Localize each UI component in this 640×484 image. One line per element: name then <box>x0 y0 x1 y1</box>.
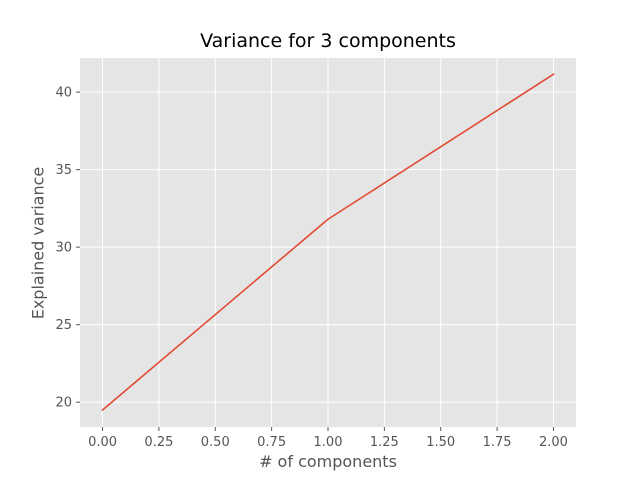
x-tick-label: 0.00 <box>88 435 117 450</box>
x-tick-label: 2.00 <box>539 435 568 450</box>
x-tick-label: 1.25 <box>370 435 399 450</box>
y-tick-label: 30 <box>55 241 72 256</box>
x-tick-label: 1.00 <box>314 435 343 450</box>
series-line-0 <box>101 73 555 412</box>
y-axis-label: Explained variance <box>28 166 48 320</box>
x-tick-label: 0.50 <box>201 435 230 450</box>
y-tick-label: 35 <box>55 163 72 178</box>
chart-title: Variance for 3 components <box>200 30 456 52</box>
y-tick-label: 25 <box>55 318 72 333</box>
x-tick-label: 0.75 <box>257 435 286 450</box>
y-tick-label: 20 <box>55 396 72 411</box>
x-tick-label: 1.75 <box>483 435 512 450</box>
x-axis-label: # of components <box>259 452 397 471</box>
x-tick-label: 1.50 <box>426 435 455 450</box>
y-tick-label: 40 <box>55 86 72 101</box>
x-tick-label: 0.25 <box>144 435 173 450</box>
